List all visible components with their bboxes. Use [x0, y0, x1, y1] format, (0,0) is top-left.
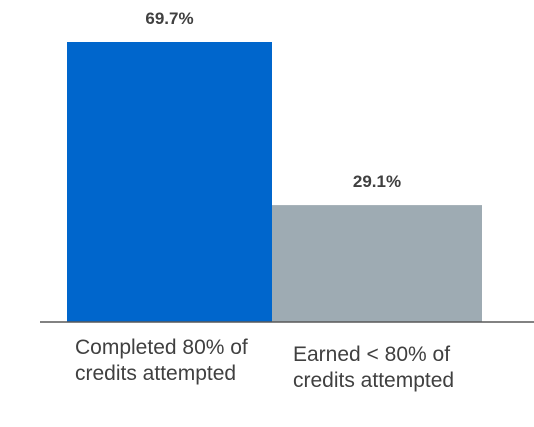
data-label: 29.1%	[353, 172, 401, 191]
bar	[272, 205, 482, 322]
bar	[67, 42, 272, 322]
data-label: 69.7%	[145, 9, 193, 28]
x-tick-label: Earned < 80% of credits attempted	[293, 343, 455, 392]
x-tick-label: Completed 80% of credits attempted	[75, 336, 248, 385]
